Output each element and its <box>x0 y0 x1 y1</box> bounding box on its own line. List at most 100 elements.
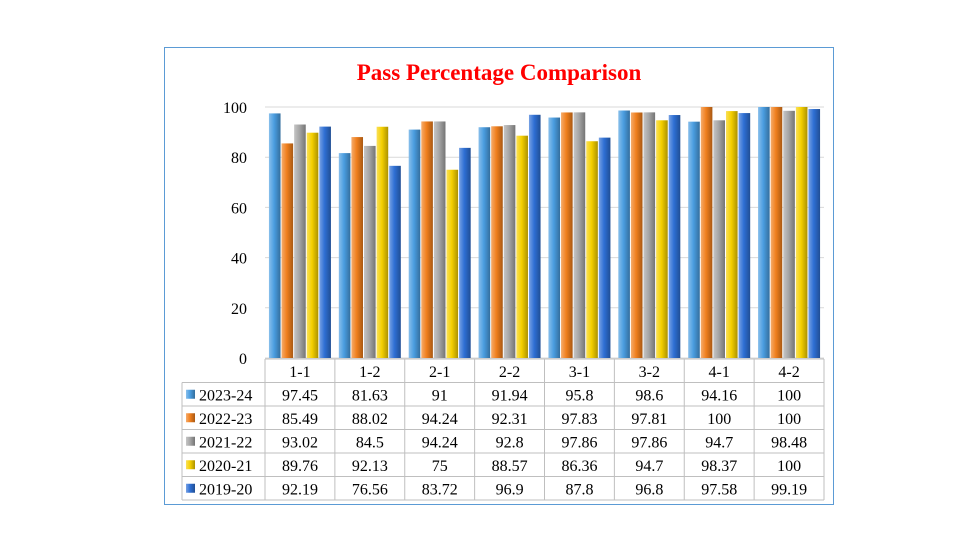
table-cell: 76.56 <box>352 481 388 498</box>
bar-2020-21-3-2 <box>656 120 668 358</box>
table-cell: 97.58 <box>701 481 737 498</box>
legend-key-2020-21 <box>186 460 195 470</box>
bar-2020-21-4-2 <box>795 107 808 358</box>
bar-2021-22-2-2 <box>503 125 516 359</box>
table-cell: 85.49 <box>282 411 318 428</box>
y-tick-label: 0 <box>239 351 247 368</box>
bar-2019-20-3-2 <box>668 115 681 358</box>
table-cell: 88.57 <box>492 458 528 475</box>
bar-2022-23-4-2 <box>770 107 783 358</box>
chart-title: Pass Percentage Comparison <box>356 60 642 85</box>
table-cell: 86.36 <box>561 458 597 475</box>
bar-2020-21-1-2 <box>376 126 389 359</box>
x-tick-label: 3-2 <box>639 364 660 381</box>
bar-2021-22-1-1 <box>294 124 306 358</box>
bar-2023-24-1-1 <box>268 113 281 358</box>
bar-2022-23-3-1 <box>561 112 573 358</box>
legend-label: 2019-20 <box>199 481 252 498</box>
table-cell: 94.24 <box>422 434 458 451</box>
bar-2019-20-1-2 <box>389 165 401 358</box>
table-cell: 91 <box>432 387 448 404</box>
bar-2021-22-1-2 <box>364 145 376 358</box>
table-cell: 92.8 <box>496 434 524 451</box>
bar-2022-23-2-2 <box>491 126 503 358</box>
table-cell: 96.8 <box>635 481 663 498</box>
y-axis-ticks: 0 20 40 60 80 100 <box>223 100 247 368</box>
chart-svg: 0 20 40 60 80 100 1-1 1-2 2-1 2-2 3-1 3-2 4-1 4-2 202… <box>181 100 825 501</box>
bar-2021-22-4-1 <box>713 120 725 358</box>
bar-2023-24-2-1 <box>408 129 421 358</box>
table-cell: 95.8 <box>565 387 593 404</box>
x-tick-label: 3-1 <box>569 364 590 381</box>
table-cell: 94.7 <box>705 434 733 451</box>
bar-2023-24-4-2 <box>758 107 770 358</box>
y-tick-label: 40 <box>231 251 247 268</box>
x-tick-label: 4-1 <box>709 364 730 381</box>
bar-2019-20-3-1 <box>598 137 611 358</box>
table-cell: 92.31 <box>492 411 528 428</box>
bar-2021-22-3-2 <box>643 112 656 358</box>
bar-2021-22-2-1 <box>433 121 446 358</box>
bar-2020-21-2-1 <box>446 169 459 358</box>
bar-2021-22-4-2 <box>783 110 795 358</box>
table-cell: 98.37 <box>701 458 737 475</box>
bar-2020-21-1-1 <box>306 132 319 358</box>
table-cell: 92.13 <box>352 458 388 475</box>
table-cell: 87.8 <box>565 481 593 498</box>
y-tick-label: 100 <box>223 100 247 117</box>
table-cell: 96.9 <box>496 481 524 498</box>
table-cell: 98.48 <box>771 434 807 451</box>
x-tick-label: 2-2 <box>499 364 520 381</box>
table-cell: 75 <box>432 458 448 475</box>
table-cell: 94.7 <box>635 458 663 475</box>
bars <box>268 107 821 359</box>
bar-2020-21-4-1 <box>725 111 738 358</box>
bar-2022-23-1-2 <box>351 137 364 358</box>
chart-frame: 0 20 40 60 80 100 1-1 1-2 2-1 2-2 3-1 3-2 4-1 4-2 202… <box>164 47 834 505</box>
bar-2023-24-1-2 <box>338 153 351 358</box>
table-cell: 91.94 <box>492 387 528 404</box>
legend-key-2019-20 <box>186 483 195 493</box>
table-cell: 97.45 <box>282 387 318 404</box>
bar-2020-21-2-2 <box>516 135 528 358</box>
table-cell: 94.16 <box>701 387 737 404</box>
bar-2023-24-3-1 <box>548 117 561 359</box>
table-cell: 99.19 <box>771 481 807 498</box>
table-cell: 100 <box>707 411 731 428</box>
table-cell: 100 <box>777 387 801 404</box>
table-cell: 97.86 <box>631 434 667 451</box>
table-cell: 97.81 <box>631 411 667 428</box>
bar-2023-24-2-2 <box>478 127 491 359</box>
bar-2020-21-3-1 <box>586 141 598 358</box>
data-table: 1-1 1-2 2-1 2-2 3-1 3-2 4-1 4-2 2023-24 97.45 81.6… <box>181 358 825 501</box>
bar-2019-20-4-2 <box>808 109 821 358</box>
bar-2019-20-2-1 <box>459 147 471 358</box>
bar-2023-24-3-2 <box>618 110 630 358</box>
legend-label: 2023-24 <box>199 387 252 404</box>
table-cell: 94.24 <box>422 411 458 428</box>
legend-key-2022-23 <box>186 413 195 423</box>
y-tick-label: 80 <box>231 150 247 167</box>
table-cell: 97.86 <box>561 434 597 451</box>
bar-2022-23-2-1 <box>421 121 433 358</box>
legend-key-2023-24 <box>186 389 195 399</box>
table-cell: 84.5 <box>356 434 384 451</box>
table-cell: 97.83 <box>561 411 597 428</box>
bar-2022-23-4-1 <box>700 107 713 358</box>
table-cell: 89.76 <box>282 458 318 475</box>
bar-2019-20-2-2 <box>528 114 541 358</box>
x-tick-label: 1-2 <box>359 364 380 381</box>
bar-2022-23-3-2 <box>630 112 643 358</box>
y-tick-label: 60 <box>231 200 247 217</box>
bar-2019-20-1-1 <box>319 126 331 358</box>
legend-label: 2020-21 <box>199 458 252 475</box>
legend-key-2021-22 <box>186 436 195 446</box>
legend-label: 2022-23 <box>199 411 252 428</box>
table-cell: 81.63 <box>352 387 388 404</box>
x-tick-label: 2-1 <box>429 364 450 381</box>
table-cell: 100 <box>777 411 801 428</box>
table-cell: 83.72 <box>422 481 458 498</box>
bar-2019-20-4-1 <box>738 113 751 358</box>
bar-2021-22-3-1 <box>573 112 586 358</box>
x-tick-label: 1-1 <box>289 364 310 381</box>
